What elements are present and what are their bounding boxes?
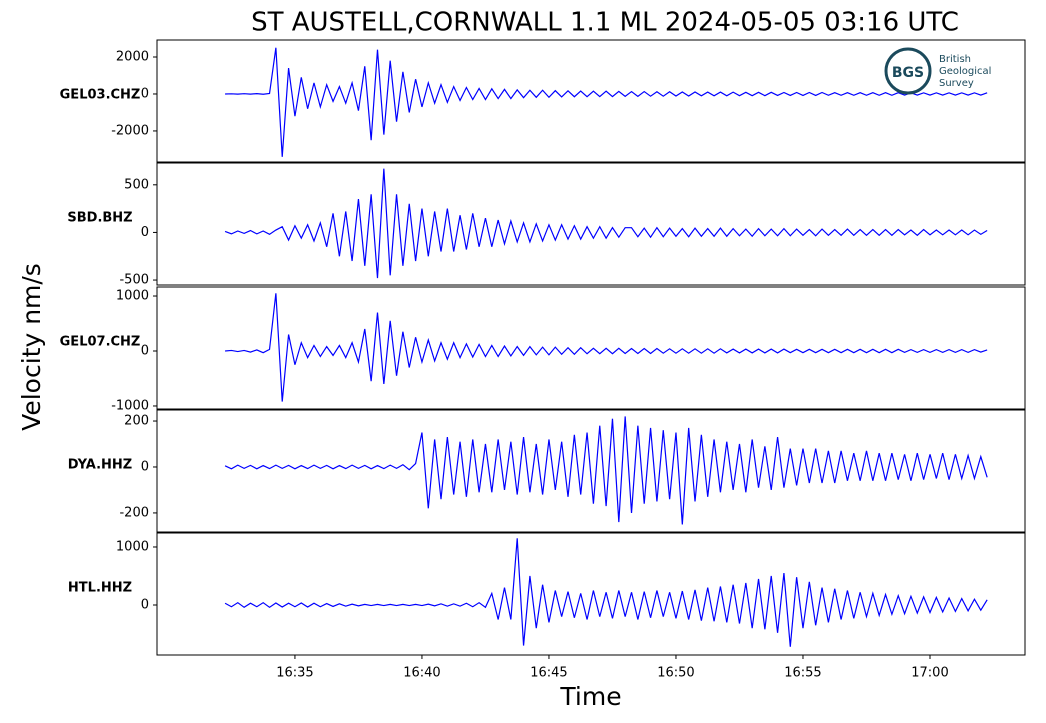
logo-ring: [884, 47, 932, 95]
x-axis-label: Time: [559, 682, 621, 711]
y-tick-label: 1000: [116, 539, 149, 554]
y-tick-label: -200: [119, 505, 149, 520]
y-tick-label: 2000: [116, 50, 149, 65]
x-tick-label: 16:40: [403, 666, 440, 681]
x-tick-label: 16:35: [276, 666, 313, 681]
station-label: HTL.HHZ: [68, 580, 132, 595]
panel-frame: [156, 532, 1026, 656]
logo-abbr: BGS: [892, 65, 924, 81]
y-tick-label: 0: [141, 86, 149, 101]
y-tick-label: 1000: [116, 289, 149, 304]
waveform: [225, 47, 988, 157]
panel-frame: [156, 409, 1026, 533]
y-tick-label: 500: [124, 177, 149, 192]
logo-text: Geological: [939, 66, 991, 77]
chart-title: ST AUSTELL,CORNWALL 1.1 ML 2024-05-05 03…: [251, 8, 959, 38]
y-tick-label: 0: [141, 343, 149, 358]
x-tick-label: 17:00: [911, 666, 948, 681]
waveform: [224, 538, 988, 647]
y-tick-label: 0: [141, 597, 149, 612]
panel-frame: [156, 162, 1026, 286]
y-tick-label: 200: [124, 414, 149, 429]
station-label: DYA.HHZ: [68, 457, 132, 472]
panel-frame: [156, 286, 1026, 410]
station-label: SBD.BHZ: [67, 210, 132, 225]
y-tick-label: 0: [141, 225, 149, 240]
logo: BGS British Geological Survey: [884, 47, 991, 95]
y-tick-label: -1000: [111, 398, 149, 413]
station-label: GEL03.CHZ: [60, 87, 141, 102]
waveform: [224, 416, 988, 525]
logo-text: Survey: [939, 78, 974, 89]
y-axis-label: Velocity nm/s: [17, 263, 46, 431]
y-tick-label: -500: [119, 273, 149, 288]
x-tick-label: 16:45: [530, 666, 567, 681]
x-tick-label: 16:50: [657, 666, 694, 681]
station-label: GEL07.CHZ: [60, 334, 141, 349]
y-tick-label: 0: [141, 459, 149, 474]
y-tick-label: -2000: [111, 123, 149, 138]
waveform: [225, 293, 988, 402]
panel-frame: [156, 39, 1026, 163]
logo-text: British: [939, 54, 971, 65]
waveform: [224, 168, 988, 279]
x-tick-label: 16:55: [784, 666, 821, 681]
